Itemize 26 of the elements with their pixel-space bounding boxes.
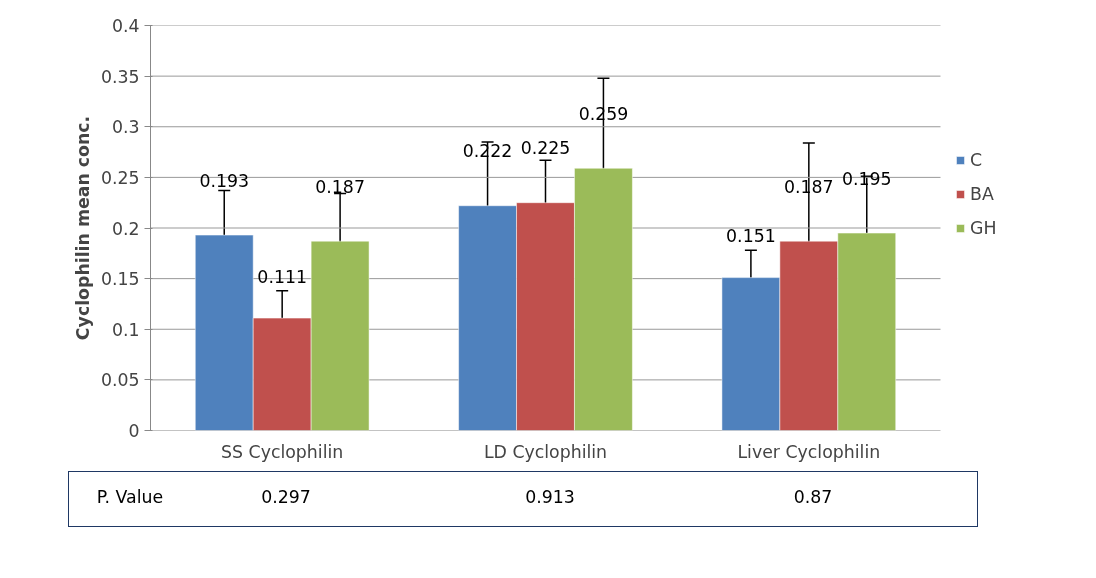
data-label: 0.193 (199, 170, 250, 191)
y-tick-label: 0.1 (111, 319, 140, 340)
text: P. Value (95, 486, 165, 509)
y-tick-label: 0.3 (111, 117, 140, 138)
x-tick-label: SS Cyclophilin (221, 441, 344, 462)
y-tick-label: 0.15 (100, 269, 140, 290)
data-label: 0.111 (257, 266, 307, 287)
y-tick-label: 0 (128, 421, 140, 441)
x-tick-label: Liver Cyclophilin (737, 441, 881, 462)
x-tick-label: LD Cyclophilin (483, 441, 608, 462)
y-tick-label: 0.35 (100, 66, 140, 87)
text: 0.297 (260, 486, 312, 509)
text: 0.913 (524, 486, 576, 509)
legend-label: BA (970, 183, 994, 204)
data-label: 0.195 (841, 168, 892, 189)
data-label: 0.151 (726, 226, 776, 247)
y-tick-label: 0.2 (111, 218, 140, 239)
legend-label: C (970, 149, 984, 170)
legend-label: GH (970, 217, 997, 238)
y-tick-label: 0.4 (111, 16, 140, 36)
y-tick-label: 0.05 (100, 370, 140, 391)
data-label: 0.187 (315, 176, 365, 197)
text: 0.87 (792, 486, 834, 509)
y-tick-label: 0.25 (100, 167, 140, 188)
y-axis-title: Cyclophilin mean conc. (72, 115, 93, 341)
data-label: 0.225 (520, 138, 571, 159)
